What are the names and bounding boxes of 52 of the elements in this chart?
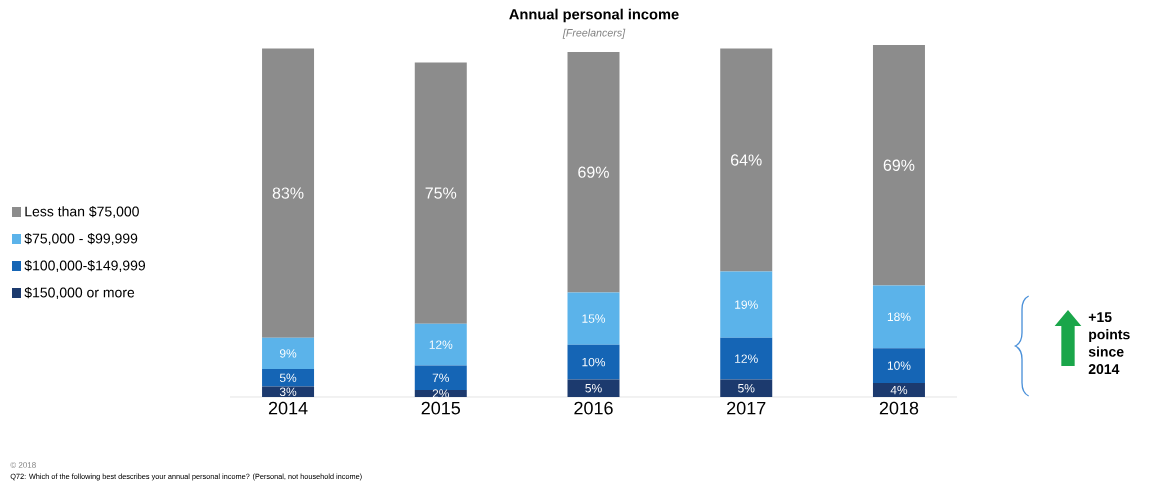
data-label: 69% [883,159,915,171]
data-label: 64% [731,154,762,166]
data-label: 2% [432,389,450,398]
data-label: 10% [582,357,606,367]
data-label: 4% [890,385,908,395]
chart-subtitle: [Freelancers] [562,28,626,39]
data-label: 69% [578,166,609,178]
data-label: 83% [272,187,304,199]
bar [872,44,925,286]
chart-title: Annual personal income [509,8,679,23]
bar [414,62,467,324]
bar [567,51,620,293]
data-label: 15% [582,314,606,323]
bar [262,337,315,370]
legend-label: $150,000 or more [24,286,135,300]
bar [414,365,467,391]
data-label: 75% [425,187,457,199]
data-label: 5% [738,384,755,393]
bar [262,48,315,338]
bar [567,292,620,345]
data-label: 9% [279,349,297,358]
legend-label: $100,000-$149,999 [24,259,146,273]
data-label: 19% [735,300,758,309]
x-tick-label: 2017 [727,401,766,415]
data-label: 18% [887,312,911,322]
bar [872,383,925,397]
bar [872,348,925,384]
data-label: 12% [429,340,453,349]
bar [262,369,315,387]
bar [872,285,925,349]
x-tick-label: 2018 [879,401,919,415]
bar [567,379,620,397]
x-tick-label: 2016 [574,401,613,415]
data-label: 5% [279,373,297,383]
data-label: 12% [735,354,758,363]
legend-label: $75,000 - $99,999 [24,232,138,246]
bar [720,379,773,397]
data-label: 5% [585,384,602,393]
bar [720,271,773,338]
bar [414,323,467,366]
text: © 2018 [10,462,36,468]
data-label: 7% [432,373,450,383]
bar [414,390,467,397]
legend-label: Less than $75,000 [25,205,139,219]
bar [720,337,773,380]
bar [720,48,773,272]
text: +15 points since 2014 [1088,312,1130,375]
data-label: 3% [279,387,297,397]
x-tick-label: 2014 [268,401,308,415]
x-tick-label: 2015 [421,401,461,415]
data-label: 10% [887,361,911,370]
bar [567,344,620,380]
